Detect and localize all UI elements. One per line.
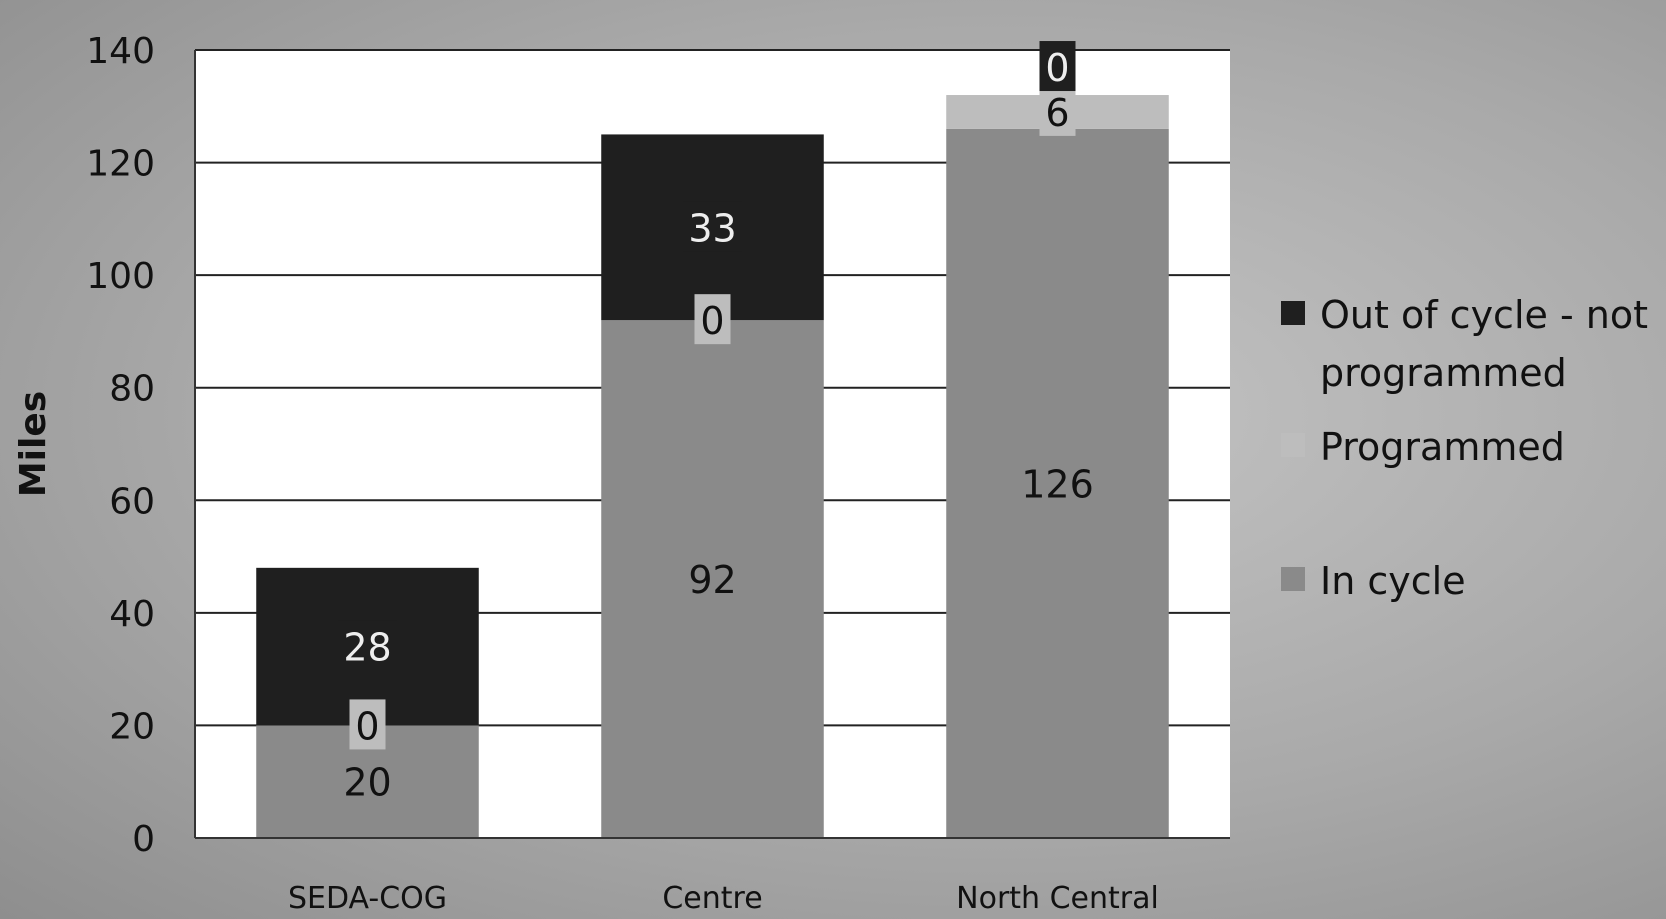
bar-segment — [601, 320, 824, 839]
data-label: 0 — [700, 299, 724, 343]
legend-label: Out of cycle - not — [1320, 293, 1648, 337]
data-label: 33 — [688, 206, 736, 250]
data-label-background — [1039, 41, 1076, 92]
legend-swatch — [1281, 301, 1305, 325]
y-tick-label: 40 — [109, 594, 155, 635]
data-label: 0 — [355, 704, 379, 748]
data-label: 28 — [343, 626, 391, 670]
x-tick-label: North Central — [956, 881, 1159, 916]
y-tick-label: 60 — [109, 481, 155, 522]
legend: Out of cycle - not programmed Programmed In… — [1281, 293, 1648, 603]
data-label-background — [694, 294, 731, 345]
bar-segment — [946, 128, 1169, 839]
data-label-background — [337, 620, 398, 671]
data-label-background — [1039, 85, 1076, 136]
data-label: 20 — [343, 761, 391, 805]
x-tick-label: SEDA-COG — [288, 881, 447, 916]
data-label: 6 — [1045, 91, 1069, 135]
y-tick-label: 20 — [109, 706, 155, 747]
y-tick-label: 100 — [86, 256, 155, 297]
y-tick-label: 120 — [86, 144, 155, 185]
data-label-background — [682, 201, 743, 252]
y-tick-label: 140 — [86, 31, 155, 72]
legend-swatch — [1281, 433, 1305, 457]
data-label: 92 — [688, 558, 736, 602]
data-label: 126 — [1021, 462, 1094, 506]
y-tick-label: 0 — [132, 819, 155, 860]
legend-label: programmed — [1320, 351, 1567, 395]
y-axis-label: Miles — [13, 391, 54, 497]
legend-label: Programmed — [1320, 425, 1565, 469]
x-tick-label: Centre — [662, 881, 762, 916]
data-label-background — [349, 699, 386, 750]
legend-swatch — [1281, 567, 1305, 591]
legend-label: In cycle — [1320, 559, 1466, 603]
y-tick-label: 80 — [109, 369, 155, 410]
data-label: 0 — [1045, 46, 1069, 90]
